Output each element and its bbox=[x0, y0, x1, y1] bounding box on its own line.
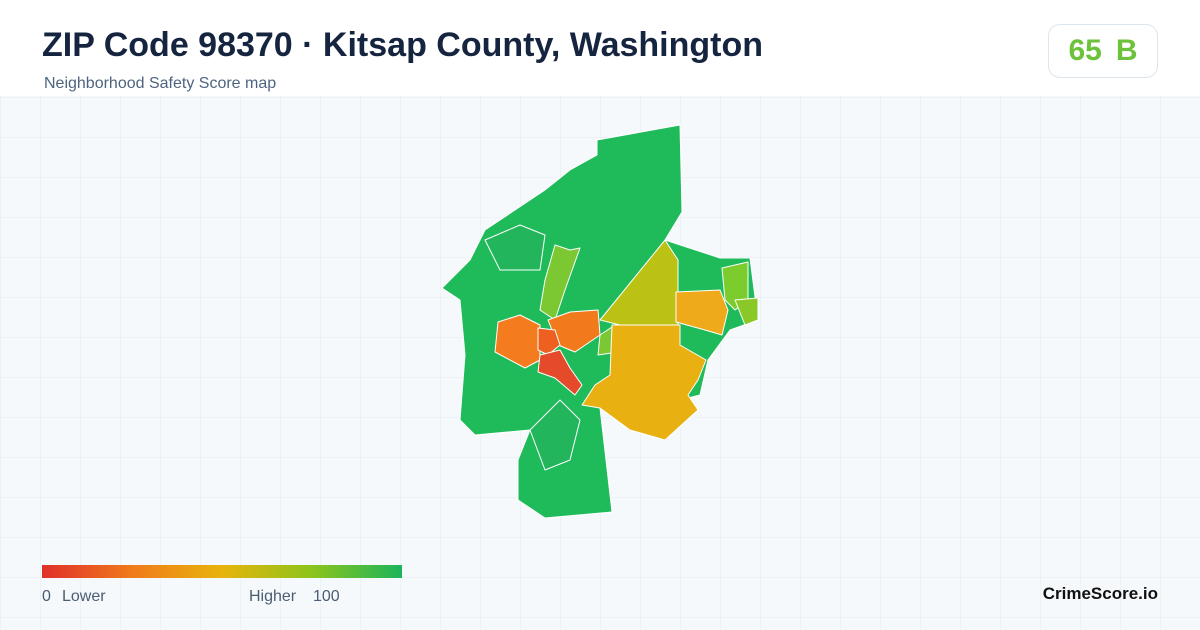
region bbox=[581, 324, 707, 441]
region bbox=[537, 327, 561, 356]
subtitle: Neighborhood Safety Score map bbox=[44, 75, 277, 92]
legend-gradient bbox=[42, 565, 402, 578]
score-badge: 65 B bbox=[1048, 24, 1158, 78]
region bbox=[484, 224, 546, 271]
score: 65 bbox=[1068, 34, 1102, 67]
header-background bbox=[0, 0, 1200, 96]
region bbox=[537, 349, 583, 396]
legend-min: 0 bbox=[42, 588, 51, 605]
region bbox=[675, 289, 729, 336]
grade: B bbox=[1115, 34, 1138, 67]
region bbox=[539, 244, 581, 321]
title: ZIP Code 98370 · Kitsap County, Washingt… bbox=[42, 26, 764, 64]
region bbox=[734, 297, 759, 326]
legend-max: 100 bbox=[313, 588, 340, 605]
region bbox=[529, 399, 581, 471]
legend-min-label: Lower bbox=[62, 588, 106, 605]
zip-regions bbox=[441, 124, 759, 519]
legend-max-label: Higher bbox=[249, 588, 297, 605]
brand: CrimeScore.io bbox=[1042, 584, 1158, 603]
